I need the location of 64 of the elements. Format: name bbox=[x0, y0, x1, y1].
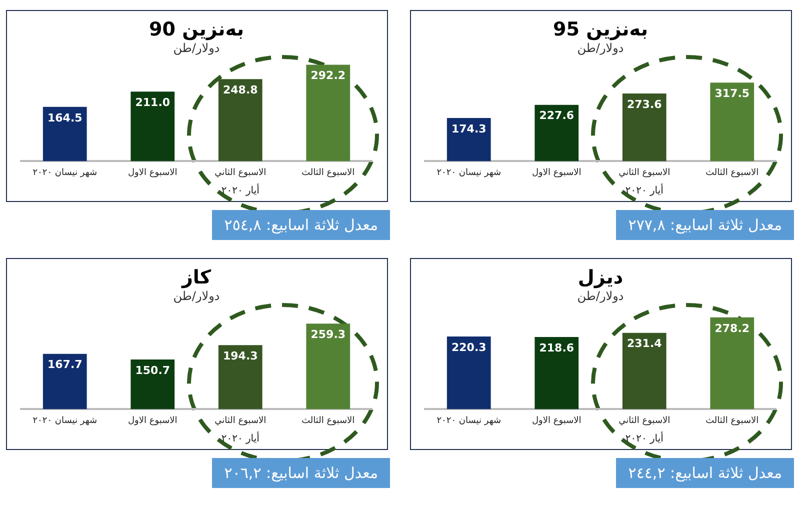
chart-title: بەنزين 95 bbox=[553, 18, 648, 40]
bar bbox=[710, 82, 754, 162]
x-tick-label: الاسبوع الثالث bbox=[302, 168, 355, 178]
text: معدل ثلاثة اسابيع: ٢٧٧,٨ bbox=[616, 210, 794, 240]
data-label: 194.3 bbox=[222, 349, 258, 362]
data-label: 273.6 bbox=[626, 98, 662, 111]
data-label: 164.5 bbox=[47, 111, 82, 124]
text: أيار ٢٠٢٠ bbox=[221, 184, 260, 197]
x-tick-label: الاسبوع الثاني bbox=[618, 416, 670, 426]
data-label: 248.8 bbox=[222, 83, 258, 96]
data-label: 167.7 bbox=[47, 358, 82, 372]
x-tick-label: الاسبوع الاول bbox=[532, 168, 582, 178]
chart-subtitle: دولار/طن bbox=[173, 289, 220, 304]
bar bbox=[622, 93, 666, 162]
text: معدل ثلاثة اسابيع: ٢٥٤,٨ bbox=[212, 210, 390, 240]
x-tick-label: شهر نيسان ٢٠٢٠ bbox=[32, 416, 98, 426]
bar bbox=[306, 324, 350, 410]
x-tick-label: شهر نيسان ٢٠٢٠ bbox=[32, 168, 98, 178]
text: أيار ٢٠٢٠ bbox=[625, 432, 664, 445]
chart-subtitle: دولار/طن bbox=[577, 41, 624, 56]
data-label: 317.5 bbox=[714, 86, 750, 100]
bar bbox=[446, 118, 491, 162]
bar bbox=[42, 354, 87, 410]
text: معدل ثلاثة اسابيع: ٢٠٦,٢ bbox=[212, 458, 390, 488]
bar bbox=[710, 317, 754, 410]
x-tick-label: الاسبوع الثالث bbox=[706, 416, 759, 426]
bar bbox=[42, 106, 87, 162]
x-tick-label: الاسبوع الثالث bbox=[706, 168, 759, 178]
data-label: 220.3 bbox=[451, 340, 486, 354]
bar bbox=[306, 64, 350, 162]
chart-subtitle: دولار/طن bbox=[577, 289, 624, 304]
bar bbox=[130, 359, 175, 410]
x-tick-label: الاسبوع الثاني bbox=[618, 168, 670, 178]
x-tick-label: الاسبوع الاول bbox=[128, 416, 178, 426]
x-tick-label: الاسبوع الاول bbox=[128, 168, 178, 178]
data-label: 259.3 bbox=[310, 328, 346, 341]
chart-subtitle: دولار/طن bbox=[173, 41, 220, 56]
bar bbox=[130, 92, 175, 162]
data-label: 211.0 bbox=[135, 96, 170, 109]
bar bbox=[218, 79, 262, 162]
data-label: 227.6 bbox=[539, 109, 574, 122]
bar bbox=[534, 104, 579, 162]
bar bbox=[218, 345, 262, 410]
x-tick-label: شهر نيسان ٢٠٢٠ bbox=[436, 416, 502, 426]
bar bbox=[622, 332, 666, 410]
data-label: 150.7 bbox=[135, 364, 170, 377]
data-label: 231.4 bbox=[626, 337, 662, 350]
chart-title: بەنزين 90 bbox=[149, 18, 244, 40]
data-label: 278.2 bbox=[714, 322, 750, 335]
chart-title: كاز bbox=[180, 266, 212, 288]
x-tick-label: الاسبوع الاول bbox=[532, 416, 582, 426]
x-tick-label: الاسبوع الثاني bbox=[214, 168, 266, 178]
data-label: 174.3 bbox=[451, 122, 486, 136]
x-tick-label: الاسبوع الثاني bbox=[214, 416, 266, 426]
data-label: 218.6 bbox=[539, 341, 574, 354]
text: أيار ٢٠٢٠ bbox=[625, 184, 664, 197]
chart-title: ديزل bbox=[578, 266, 624, 288]
bar bbox=[446, 336, 491, 410]
x-tick-label: شهر نيسان ٢٠٢٠ bbox=[436, 168, 502, 178]
data-label: 292.2 bbox=[310, 69, 346, 82]
bar bbox=[534, 337, 579, 410]
text: معدل ثلاثة اسابيع: ٢٤٤,٢ bbox=[616, 458, 794, 488]
text: أيار ٢٠٢٠ bbox=[221, 432, 260, 445]
x-tick-label: الاسبوع الثالث bbox=[302, 416, 355, 426]
